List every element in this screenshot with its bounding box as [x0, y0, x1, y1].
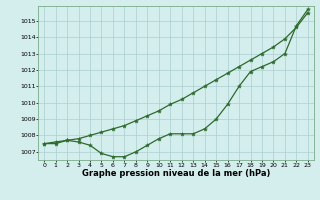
X-axis label: Graphe pression niveau de la mer (hPa): Graphe pression niveau de la mer (hPa) — [82, 169, 270, 178]
